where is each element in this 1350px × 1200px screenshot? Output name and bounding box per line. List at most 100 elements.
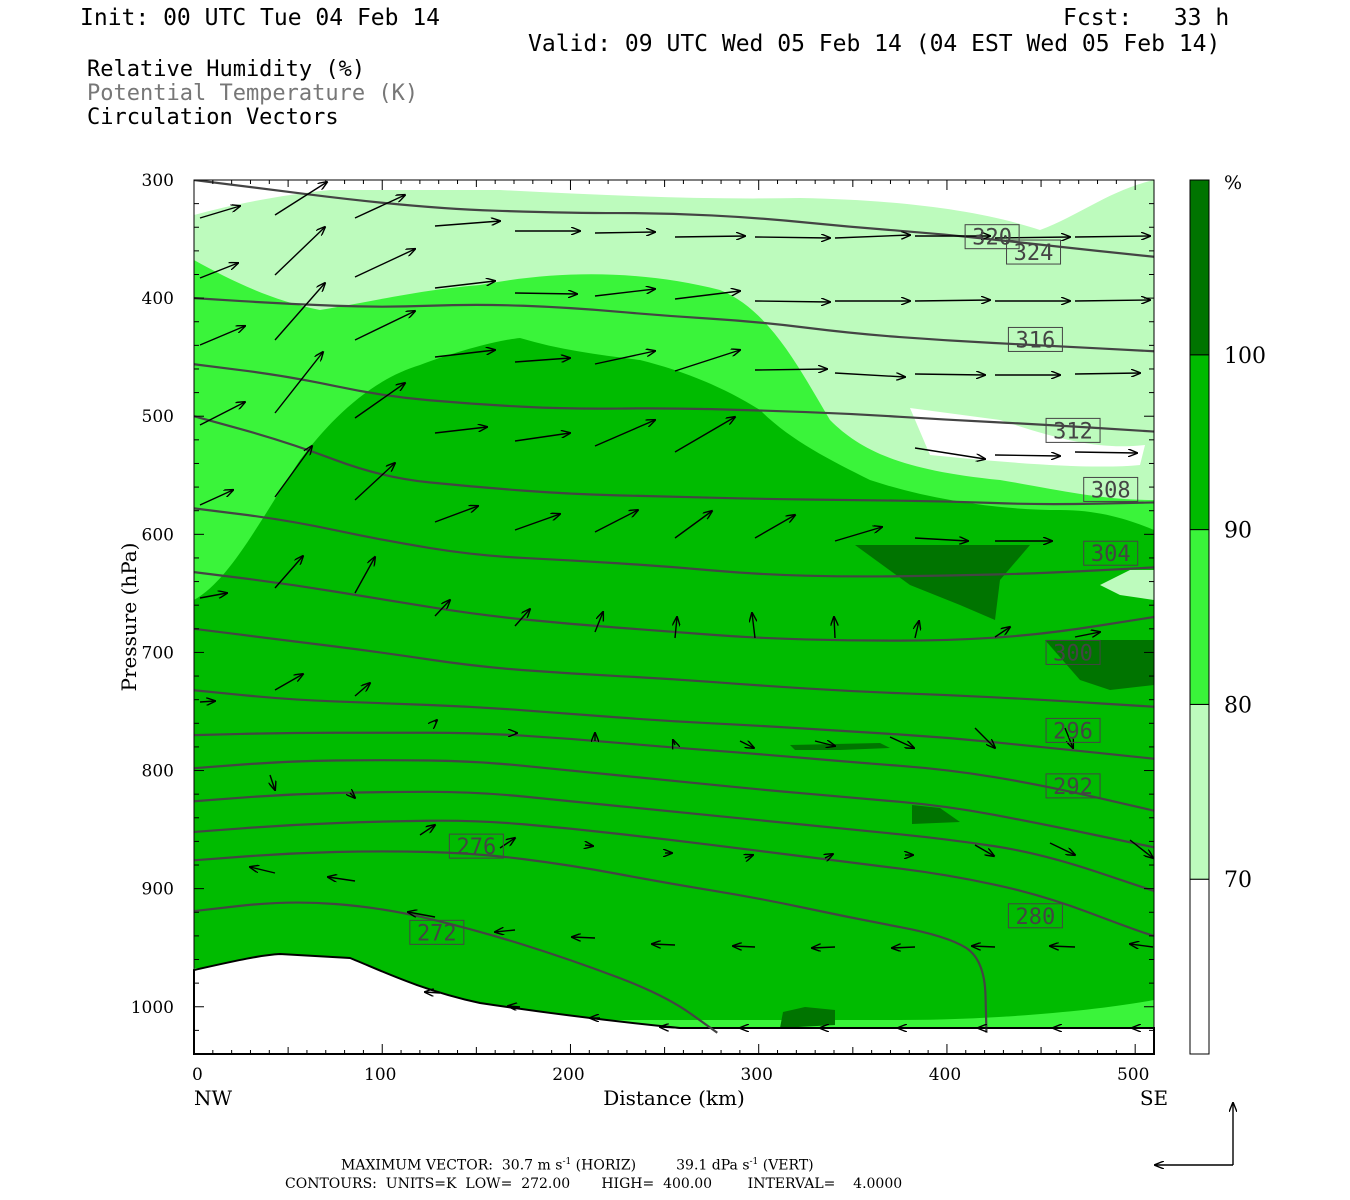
- wind-vector: [434, 221, 500, 227]
- theta-label-296: 296: [1045, 717, 1101, 744]
- wind-vector: [739, 740, 754, 748]
- theta-contour-308: [194, 507, 1154, 578]
- rh-band-100-e: [780, 1007, 835, 1028]
- wind-vector: [825, 854, 833, 858]
- theta-label-272: 272: [409, 919, 465, 946]
- theta-label-304: 304: [1083, 540, 1139, 567]
- y-tick-label: 900: [142, 880, 174, 900]
- colorbar-swatch: [1189, 354, 1210, 531]
- colorbar-level-label: 80: [1224, 693, 1252, 718]
- wind-vector: [594, 351, 655, 365]
- svg-text:316: 316: [1016, 328, 1056, 353]
- wind-vector: [354, 249, 415, 278]
- wind-vector: [1074, 632, 1100, 637]
- svg-text:324: 324: [1014, 241, 1054, 266]
- theta-contour-320: [194, 297, 1154, 353]
- x-tick-label: 0: [192, 1065, 203, 1085]
- wind-vector: [354, 311, 415, 341]
- colorbar-swatch: [1189, 703, 1210, 880]
- rh-band-white-gap-2: [1100, 570, 1154, 600]
- wind-vector: [270, 774, 275, 790]
- rh-band-100-b: [1045, 640, 1154, 690]
- rh-band-100-a: [855, 545, 1030, 620]
- reference-vector: [1155, 1103, 1233, 1165]
- wind-vector: [892, 947, 916, 948]
- wind-vector: [1050, 946, 1076, 947]
- svg-text:304: 304: [1091, 542, 1131, 567]
- y-tick-label: 500: [142, 407, 174, 427]
- legend-vectors: Circulation Vectors: [87, 105, 339, 130]
- wind-vector: [274, 227, 325, 276]
- wind-vector: [419, 825, 435, 836]
- y-tick-label: 800: [142, 762, 174, 782]
- wind-vector: [328, 877, 356, 881]
- wind-vector: [199, 263, 238, 279]
- theta-contour-280: [194, 819, 1154, 937]
- wind-vector: [1074, 452, 1137, 453]
- svg-text:312: 312: [1053, 419, 1093, 444]
- wind-vector: [745, 855, 753, 858]
- wind-vector: [434, 600, 450, 617]
- wind-vector: [499, 838, 515, 849]
- init-time: Init: 00 UTC Tue 04 Feb 14: [80, 5, 441, 31]
- colorbar-swatch: [1189, 878, 1210, 1055]
- wind-vector: [594, 232, 655, 233]
- y-tick-label: 1000: [131, 998, 174, 1018]
- theta-contour-292: [194, 731, 1154, 812]
- theta-label-292: 292: [1045, 773, 1101, 800]
- wind-vector: [1130, 944, 1154, 947]
- wind-vector: [350, 793, 355, 798]
- wind-vector: [660, 1027, 681, 1028]
- theta-label-312: 312: [1045, 417, 1101, 444]
- theta-label-280: 280: [1007, 903, 1063, 930]
- circulation-vectors: [199, 182, 1154, 1028]
- wind-vector: [914, 300, 990, 301]
- wind-vector: [585, 845, 593, 846]
- wind-vector: [274, 352, 323, 414]
- svg-text:272: 272: [417, 921, 457, 946]
- svg-text:300: 300: [1053, 641, 1093, 666]
- theta-contour-312: [194, 415, 1154, 506]
- wind-vector: [914, 374, 985, 375]
- wind-vector: [754, 369, 827, 370]
- wind-vector: [674, 291, 740, 300]
- rh-band-100-d: [912, 805, 960, 824]
- nw-label: NW: [194, 1086, 233, 1110]
- legend-theta: Potential Temperature (K): [87, 81, 419, 106]
- terrain: [193, 952, 1155, 1055]
- wind-vector: [425, 992, 441, 993]
- x-tick-label: 400: [929, 1065, 961, 1085]
- colorbar: 70 80 90 100%: [1189, 172, 1266, 1055]
- rh-shading: [194, 180, 1154, 1040]
- theta-label-276: 276: [448, 833, 504, 860]
- theta-contour-288: [194, 759, 1154, 849]
- wind-vector: [972, 946, 996, 947]
- colorbar-swatch: [1189, 179, 1210, 356]
- wind-vector: [994, 237, 1070, 238]
- theta-contour-304: [194, 571, 1154, 642]
- wind-vector: [514, 514, 560, 531]
- wind-vector: [1064, 727, 1073, 748]
- wind-vector: [754, 515, 795, 539]
- wind-vector: [354, 463, 395, 501]
- wind-vector: [514, 433, 570, 442]
- wind-vector: [1049, 842, 1075, 855]
- wind-vector: [673, 740, 675, 745]
- wind-vector: [354, 683, 370, 697]
- wind-vector: [674, 417, 735, 453]
- svg-text:296: 296: [1053, 719, 1093, 744]
- wind-vector: [1129, 839, 1153, 858]
- theta-label-324: 324: [1006, 239, 1062, 266]
- wind-vector: [754, 301, 830, 302]
- wind-vector: [674, 350, 740, 372]
- y-axis-title: Pressure (hPa): [117, 543, 141, 692]
- wind-vector: [974, 727, 995, 748]
- colorbar-level-label: 90: [1224, 519, 1252, 544]
- wind-vector: [434, 281, 495, 289]
- wind-vector: [594, 289, 655, 297]
- wind-vector: [495, 930, 516, 932]
- wind-vector: [994, 627, 1010, 638]
- wind-vector: [354, 557, 375, 594]
- wind-vector: [354, 195, 405, 219]
